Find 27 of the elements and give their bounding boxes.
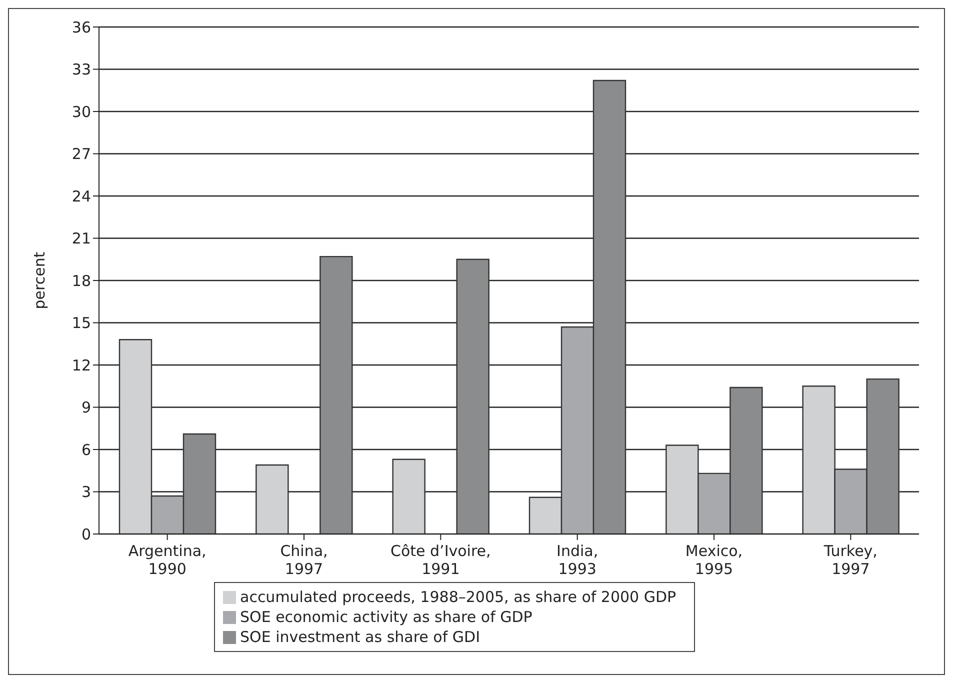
x-tick-label: Côte d’Ivoire, 1991 xyxy=(390,542,491,578)
legend-label: SOE economic activity as share of GDP xyxy=(240,608,532,626)
y-axis-title: percent xyxy=(30,252,48,310)
bar xyxy=(320,256,353,534)
y-tick-label: 9 xyxy=(81,398,91,417)
y-tick-label: 36 xyxy=(72,18,91,36)
y-tick-label: 3 xyxy=(81,483,91,502)
y-tick-label: 21 xyxy=(72,230,91,248)
bar xyxy=(392,458,426,534)
y-tick-label: 0 xyxy=(81,525,91,544)
y-tick-label: 15 xyxy=(72,314,91,332)
x-tick-label: China, 1997 xyxy=(280,542,328,578)
legend-label: SOE investment as share of GDI xyxy=(240,628,480,646)
y-tick-label: 27 xyxy=(72,145,91,164)
x-tick-label: Mexico, 1995 xyxy=(685,542,743,578)
y-tick-label: 6 xyxy=(81,440,91,459)
y-tick-label: 24 xyxy=(72,187,91,206)
bar xyxy=(456,258,490,534)
x-tick-label: Turkey, 1997 xyxy=(822,542,878,578)
y-tick-label: 12 xyxy=(72,356,91,374)
legend-label: accumulated proceeds, 1988–2005, as share of 2000 GDP xyxy=(240,588,676,606)
y-tick-label: 33 xyxy=(72,60,91,79)
x-tick-label: India, 1993 xyxy=(556,542,598,578)
y-tick-label: 18 xyxy=(72,272,91,290)
x-tick-label: Argentina, 1990 xyxy=(128,542,206,578)
bar xyxy=(256,464,289,534)
y-tick-label: 30 xyxy=(72,102,91,121)
